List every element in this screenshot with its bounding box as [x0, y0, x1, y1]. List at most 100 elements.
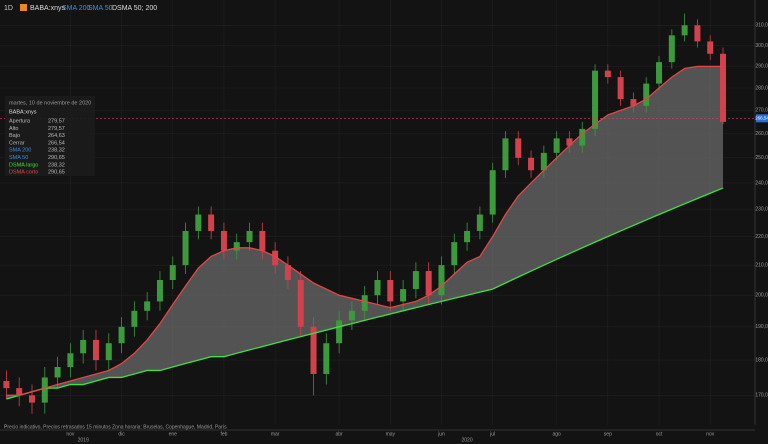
candle-body	[502, 138, 509, 171]
info-panel	[5, 96, 95, 176]
candle-body	[387, 280, 394, 302]
candle-body	[92, 339, 99, 361]
candle-body	[195, 214, 202, 231]
footer: Precio indicativo, Precios retrasados 15…	[4, 424, 227, 430]
candle-body	[348, 310, 355, 321]
y-tick-label: 230,00	[755, 206, 768, 212]
y-tick-label: 240,00	[755, 180, 768, 186]
info-symbol: BABA:xnys	[9, 109, 37, 115]
candle-body	[246, 230, 253, 243]
candle-body	[156, 280, 163, 302]
info-key: Bajo	[9, 133, 20, 139]
candle-body	[464, 230, 471, 243]
interval[interactable]: 1D	[4, 5, 13, 12]
x-tick-label: ene	[169, 431, 178, 437]
x-tick-label: jun	[437, 431, 445, 437]
candle-body	[208, 214, 215, 231]
candle-body	[323, 343, 330, 374]
x-tick-label: jul	[489, 431, 495, 437]
candle-body	[105, 343, 112, 361]
candle-body	[310, 326, 317, 374]
info-value: 279,57	[48, 126, 65, 132]
y-tick-label: 260,00	[755, 131, 768, 137]
y-tick-label: 280,00	[755, 85, 768, 91]
candle-body	[220, 230, 227, 251]
candle-body	[553, 138, 560, 153]
info-key: DSMA corto	[9, 170, 38, 176]
sma-fill	[6, 66, 724, 399]
x-tick-label: abr	[335, 431, 343, 437]
y-tick-label: 300,00	[755, 43, 768, 49]
candle-body	[707, 41, 714, 54]
x-tick-label: mar	[271, 431, 280, 437]
y-tick-label: 220,00	[755, 234, 768, 240]
legend-sma50[interactable]: SMA 50	[88, 5, 113, 12]
candle-body	[131, 310, 138, 327]
candle-body	[28, 395, 35, 403]
x-tick-label: nov	[706, 431, 715, 437]
info-value: 238,32	[48, 162, 65, 168]
legend-sma200[interactable]: SMA 200	[62, 5, 91, 12]
symbol[interactable]: BABA:xnys	[30, 5, 66, 12]
candle-body	[118, 326, 125, 344]
y-tick-label: 270,00	[755, 108, 768, 114]
year-label: 2020	[462, 437, 473, 443]
x-tick-label: may	[386, 431, 396, 437]
candle-body	[528, 157, 535, 171]
candle-body	[297, 280, 304, 327]
x-tick-label: dic	[118, 431, 125, 437]
candle-body	[3, 380, 10, 389]
info-date: martes, 10 de noviembre de 2020	[9, 100, 91, 106]
candle-body	[259, 230, 266, 251]
info-key: DSMA largo	[9, 162, 38, 168]
indicator[interactable]: DSMA 50; 200	[112, 5, 157, 12]
candle-body	[694, 25, 701, 42]
year-label: 2019	[78, 437, 89, 443]
info-value: 238,32	[48, 148, 65, 154]
x-tick-label: feb	[220, 431, 227, 437]
candle-body	[476, 214, 483, 231]
candle-body	[233, 242, 240, 251]
info-value: 279,57	[48, 118, 65, 124]
last-price-tag	[756, 114, 768, 123]
info-value: 266,54	[48, 140, 65, 146]
candle-body	[374, 280, 381, 296]
candle-body	[617, 77, 624, 100]
candle-body	[144, 301, 151, 311]
candle-body	[336, 320, 343, 344]
y-tick-label: 210,00	[755, 262, 768, 268]
candle-body	[604, 70, 611, 78]
y-tick-label: 200,00	[755, 293, 768, 299]
candle-body	[668, 35, 675, 63]
candle-body	[16, 388, 23, 396]
candle-body	[54, 366, 61, 378]
candle-body	[579, 128, 586, 146]
y-tick-label: 310,00	[755, 23, 768, 29]
candle-body	[540, 152, 547, 171]
info-key: Alto	[9, 126, 18, 132]
candle-body	[515, 138, 522, 158]
candle-body	[41, 377, 48, 403]
candle-body	[284, 265, 291, 281]
x-tick-label: sep	[604, 431, 612, 437]
info-value: 290,65	[48, 155, 65, 161]
candle-body	[425, 271, 432, 296]
candle-body	[630, 99, 637, 106]
y-tick-label: 290,00	[755, 64, 768, 70]
candle-body	[656, 62, 663, 84]
symbol-icon	[20, 4, 27, 11]
candle-body	[80, 339, 87, 354]
info-key: Apertura	[9, 118, 31, 124]
y-tick-label: 180,00	[755, 357, 768, 363]
candle-body	[451, 242, 458, 266]
candle-body	[169, 265, 176, 281]
y-tick-label: 250,00	[755, 155, 768, 161]
candle-body	[412, 271, 419, 290]
candle-body	[438, 265, 445, 296]
info-value: 264,63	[48, 133, 65, 139]
sma-line	[6, 187, 724, 400]
info-key: SMA 200	[9, 148, 31, 154]
candle-body	[67, 353, 74, 367]
last-price-label: 266,54	[755, 116, 768, 121]
